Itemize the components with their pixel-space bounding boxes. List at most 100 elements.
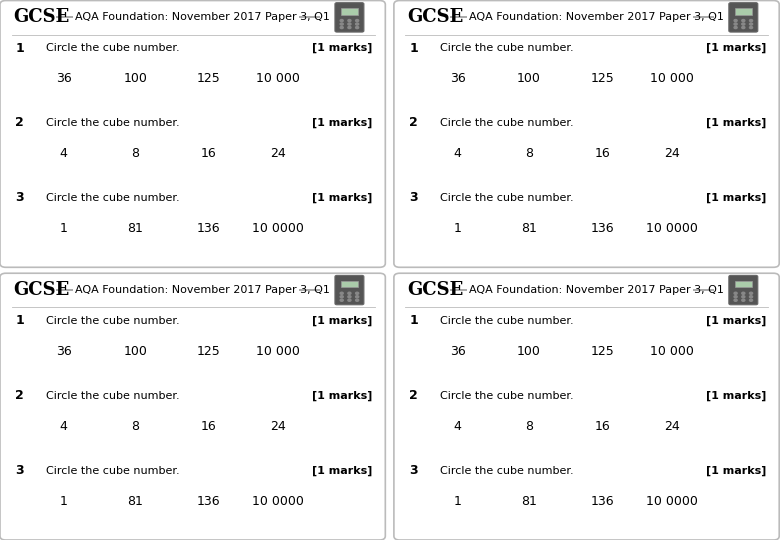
Text: 1: 1 bbox=[410, 42, 418, 55]
Circle shape bbox=[356, 296, 359, 298]
Circle shape bbox=[356, 292, 359, 294]
Text: [1 marks]: [1 marks] bbox=[312, 390, 373, 401]
Text: 2: 2 bbox=[16, 389, 24, 402]
FancyBboxPatch shape bbox=[729, 3, 758, 32]
Text: Circle the cube number.: Circle the cube number. bbox=[46, 43, 180, 53]
Text: 1: 1 bbox=[454, 222, 462, 235]
Text: [1 marks]: [1 marks] bbox=[312, 118, 373, 128]
Circle shape bbox=[734, 292, 737, 294]
Text: Circle the cube number.: Circle the cube number. bbox=[46, 118, 180, 128]
Circle shape bbox=[750, 296, 753, 298]
Text: 136: 136 bbox=[197, 495, 220, 508]
Text: 36: 36 bbox=[56, 72, 72, 85]
Text: 4: 4 bbox=[60, 420, 68, 433]
Text: 100: 100 bbox=[517, 72, 541, 85]
Circle shape bbox=[348, 26, 351, 29]
Text: 2: 2 bbox=[410, 117, 418, 130]
Circle shape bbox=[742, 26, 745, 29]
Text: 8: 8 bbox=[525, 420, 533, 433]
Text: GCSE: GCSE bbox=[13, 281, 69, 299]
Text: 16: 16 bbox=[594, 147, 610, 160]
Text: Circle the cube number.: Circle the cube number. bbox=[46, 390, 180, 401]
Text: 24: 24 bbox=[270, 147, 285, 160]
Text: AQA Foundation: November 2017 Paper 3, Q1: AQA Foundation: November 2017 Paper 3, Q… bbox=[76, 12, 330, 22]
Circle shape bbox=[348, 292, 351, 294]
Circle shape bbox=[348, 19, 351, 22]
Circle shape bbox=[734, 19, 737, 22]
Circle shape bbox=[734, 23, 737, 25]
Circle shape bbox=[750, 23, 753, 25]
Text: 10 000: 10 000 bbox=[256, 345, 300, 358]
Text: 3: 3 bbox=[410, 464, 418, 477]
Text: 24: 24 bbox=[664, 147, 679, 160]
Text: Circle the cube number.: Circle the cube number. bbox=[440, 43, 574, 53]
Text: [1 marks]: [1 marks] bbox=[312, 465, 373, 476]
Text: 136: 136 bbox=[590, 222, 614, 235]
Circle shape bbox=[734, 26, 737, 29]
FancyBboxPatch shape bbox=[0, 1, 385, 267]
Text: 36: 36 bbox=[450, 345, 466, 358]
Text: 24: 24 bbox=[664, 420, 679, 433]
Text: 3: 3 bbox=[16, 464, 24, 477]
Text: 2: 2 bbox=[410, 389, 418, 402]
Text: 81: 81 bbox=[521, 222, 537, 235]
Text: Circle the cube number.: Circle the cube number. bbox=[440, 465, 574, 476]
Bar bbox=[735, 8, 752, 15]
Circle shape bbox=[348, 299, 351, 301]
Circle shape bbox=[356, 26, 359, 29]
Text: [1 marks]: [1 marks] bbox=[706, 316, 767, 326]
Text: 10 0000: 10 0000 bbox=[646, 222, 698, 235]
Text: GCSE: GCSE bbox=[13, 9, 69, 26]
Circle shape bbox=[348, 23, 351, 25]
Bar bbox=[341, 281, 358, 287]
Circle shape bbox=[340, 296, 343, 298]
Circle shape bbox=[734, 296, 737, 298]
Text: [1 marks]: [1 marks] bbox=[706, 465, 767, 476]
Text: 100: 100 bbox=[123, 72, 147, 85]
Text: 125: 125 bbox=[197, 345, 221, 358]
FancyBboxPatch shape bbox=[394, 1, 779, 267]
Text: 10 000: 10 000 bbox=[256, 72, 300, 85]
Text: 81: 81 bbox=[127, 222, 143, 235]
Circle shape bbox=[356, 299, 359, 301]
Circle shape bbox=[750, 299, 753, 301]
Text: 10 000: 10 000 bbox=[650, 72, 694, 85]
Text: 1: 1 bbox=[410, 314, 418, 327]
Text: Circle the cube number.: Circle the cube number. bbox=[46, 193, 180, 203]
Text: [1 marks]: [1 marks] bbox=[706, 193, 767, 203]
Text: 125: 125 bbox=[590, 72, 615, 85]
Text: AQA Foundation: November 2017 Paper 3, Q1: AQA Foundation: November 2017 Paper 3, Q… bbox=[470, 285, 724, 295]
Text: 1: 1 bbox=[16, 314, 24, 327]
Circle shape bbox=[340, 23, 343, 25]
FancyBboxPatch shape bbox=[394, 273, 779, 540]
Bar bbox=[341, 8, 358, 15]
Text: 1: 1 bbox=[60, 222, 68, 235]
Circle shape bbox=[348, 296, 351, 298]
Circle shape bbox=[750, 26, 753, 29]
Circle shape bbox=[340, 19, 343, 22]
Circle shape bbox=[750, 292, 753, 294]
FancyBboxPatch shape bbox=[335, 275, 364, 305]
Circle shape bbox=[356, 19, 359, 22]
Text: [1 marks]: [1 marks] bbox=[312, 43, 373, 53]
Text: [1 marks]: [1 marks] bbox=[312, 193, 373, 203]
Circle shape bbox=[742, 299, 745, 301]
Text: [1 marks]: [1 marks] bbox=[706, 43, 767, 53]
Text: 16: 16 bbox=[200, 420, 216, 433]
Text: 10 0000: 10 0000 bbox=[252, 495, 304, 508]
Text: Circle the cube number.: Circle the cube number. bbox=[46, 465, 180, 476]
Text: Circle the cube number.: Circle the cube number. bbox=[46, 316, 180, 326]
Circle shape bbox=[742, 292, 745, 294]
Text: AQA Foundation: November 2017 Paper 3, Q1: AQA Foundation: November 2017 Paper 3, Q… bbox=[76, 285, 330, 295]
Text: 10 000: 10 000 bbox=[650, 345, 694, 358]
Text: 4: 4 bbox=[454, 147, 462, 160]
Circle shape bbox=[340, 299, 343, 301]
Text: Circle the cube number.: Circle the cube number. bbox=[440, 193, 574, 203]
Text: 8: 8 bbox=[131, 420, 139, 433]
Text: 10 0000: 10 0000 bbox=[646, 495, 698, 508]
Text: 16: 16 bbox=[594, 420, 610, 433]
Text: 10 0000: 10 0000 bbox=[252, 222, 304, 235]
Text: 3: 3 bbox=[16, 191, 24, 204]
Text: 8: 8 bbox=[525, 147, 533, 160]
Text: 1: 1 bbox=[60, 495, 68, 508]
